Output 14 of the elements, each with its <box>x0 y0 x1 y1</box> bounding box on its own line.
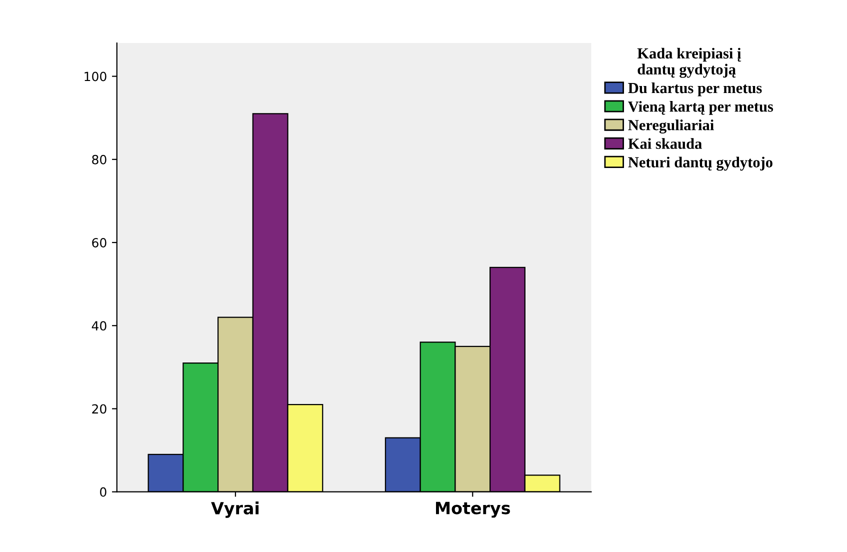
y-tick-label: 40 <box>92 321 106 331</box>
x-tick-label: Moterys <box>436 502 510 518</box>
y-tick-label: 60 <box>92 238 106 248</box>
y-tick-label: 80 <box>92 154 106 164</box>
y-tick-label: 100 <box>84 72 106 82</box>
legend-label: Neturi dantų gydytojo <box>628 156 772 171</box>
legend-label: Vieną kartą per metus <box>628 100 774 115</box>
y-tick-label: 0 <box>100 487 106 497</box>
legend-title: Kada kreipiasi į dantų gydytoją <box>637 48 742 78</box>
x-tick-label: Vyrai <box>211 502 259 518</box>
legend-label: Kai skauda <box>628 138 702 149</box>
y-tick-label: 20 <box>92 404 106 414</box>
legend-label: Nereguliariai <box>628 120 714 134</box>
legend-label: Du kartus per metus <box>628 82 762 96</box>
